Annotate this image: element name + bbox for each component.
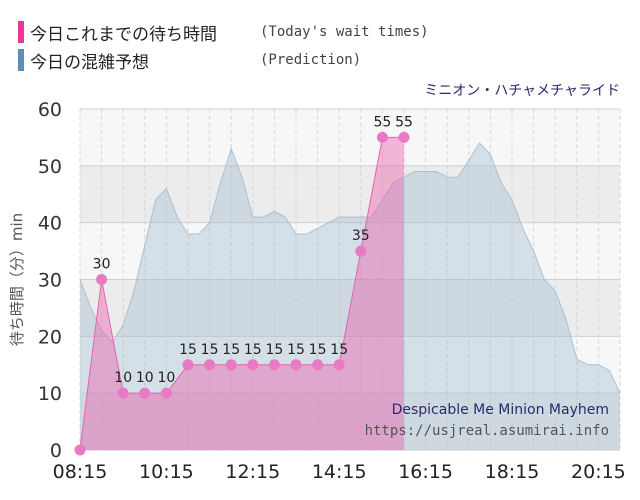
x-tick-label: 20:15: [571, 461, 626, 483]
today-data-label: 15: [287, 342, 305, 358]
today-point: [376, 131, 388, 143]
today-point: [247, 359, 259, 371]
today-point: [96, 274, 108, 285]
today-point: [160, 387, 172, 399]
x-tick-label: 18:15: [485, 461, 540, 483]
today-data-label: 15: [201, 342, 219, 358]
x-tick-label: 12:15: [225, 461, 280, 483]
y-tick-label: 40: [38, 213, 62, 235]
today-point: [117, 387, 129, 399]
today-point: [74, 444, 86, 456]
x-tick-label: 14:15: [312, 461, 367, 483]
today-data-label: 55: [373, 114, 391, 130]
y-axis-label: 待ち時間（分）min: [8, 213, 26, 346]
today-data-label: 35: [352, 228, 370, 244]
prediction-area: [80, 143, 620, 450]
y-tick-label: 10: [38, 383, 62, 405]
source-url: https://usjreal.asumirai.info: [364, 423, 609, 439]
y-tick-label: 50: [38, 156, 62, 178]
today-data-label: 10: [114, 370, 132, 386]
today-point: [398, 131, 410, 143]
y-tick-label: 0: [50, 440, 62, 462]
today-data-label: 30: [93, 257, 111, 273]
today-data-label: 15: [309, 342, 327, 358]
legend-today-swatch: [18, 21, 24, 43]
today-data-label: 15: [330, 342, 348, 358]
today-data-label: 10: [157, 370, 175, 386]
today-point: [225, 359, 237, 371]
legend-today: 今日これまでの待ち時間 (Today's wait times): [18, 20, 429, 45]
plot-band: [80, 393, 620, 450]
today-data-label: 55: [395, 114, 413, 130]
today-line: [79, 136, 404, 451]
y-tick-label: 60: [38, 99, 62, 121]
today-data-label: 15: [265, 342, 283, 358]
legend-prediction-en: (Prediction): [260, 52, 362, 68]
today-data-label: 10: [136, 370, 154, 386]
legend-prediction-label: 今日の混雑予想: [30, 52, 149, 73]
x-tick-label: 16:15: [398, 461, 453, 483]
prediction-line: [79, 142, 621, 394]
today-point: [355, 245, 367, 257]
today-point: [204, 359, 216, 371]
today-point: [333, 359, 345, 371]
x-tick-label: 10:15: [139, 461, 194, 483]
y-tick-label: 20: [38, 326, 62, 348]
x-tick-label: 08:15: [53, 461, 108, 483]
attraction-name-en: Despicable Me Minion Mayhem: [391, 402, 609, 418]
plot-band: [80, 165, 620, 223]
today-data-label: 15: [179, 342, 197, 358]
today-point: [290, 359, 302, 371]
legend-prediction-swatch: [18, 49, 24, 71]
legend-today-label: 今日これまでの待ち時間: [30, 24, 217, 45]
today-data-label: 15: [222, 342, 240, 358]
today-point: [312, 359, 324, 371]
y-tick-label: 30: [38, 270, 62, 292]
today-point: [182, 359, 194, 371]
today-point: [139, 387, 151, 399]
today-data-label: 15: [244, 342, 262, 358]
attraction-name-ja: ミニオン・ハチャメチャライド: [424, 83, 620, 99]
legend-prediction: 今日の混雑予想 (Prediction): [18, 48, 362, 73]
legend-today-en: (Today's wait times): [260, 24, 429, 40]
today-point: [268, 359, 280, 371]
today-area: [80, 137, 404, 450]
